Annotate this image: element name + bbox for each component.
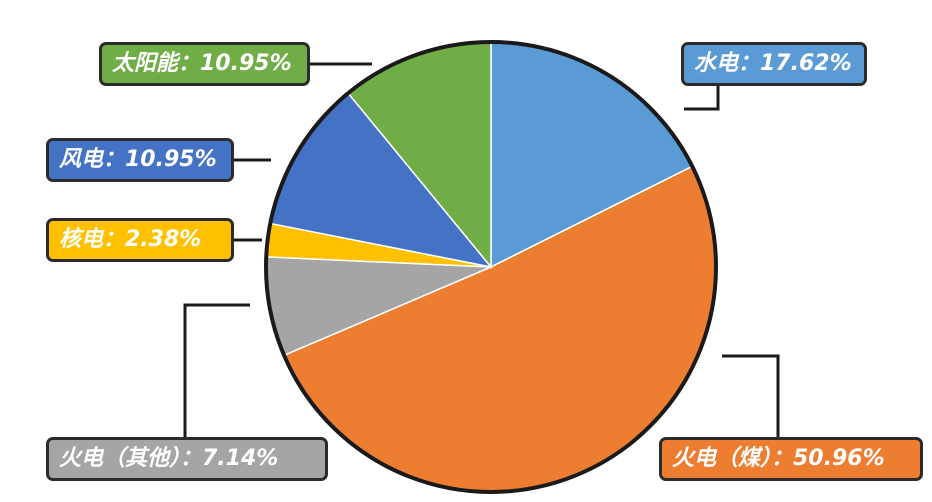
pie-slices — [265, 41, 717, 493]
leader-line-thermal-other — [183, 303, 250, 437]
data-label-solar: 太阳能：10.95% — [99, 42, 310, 86]
data-label-wind: 风电：10.95% — [46, 138, 234, 182]
data-label-hydro: 水电：17.62% — [681, 42, 867, 86]
pie-outline — [264, 40, 718, 494]
data-label-nuclear: 核电：2.38% — [46, 218, 234, 262]
leader-lines — [183, 62, 780, 437]
data-label-thermal-other: 火电（其他）：7.14% — [46, 437, 328, 481]
leader-line-hydro — [684, 86, 720, 111]
data-label-thermal-coal: 火电（煤）：50.96% — [659, 437, 923, 481]
leader-line-thermal-coal — [722, 354, 780, 437]
